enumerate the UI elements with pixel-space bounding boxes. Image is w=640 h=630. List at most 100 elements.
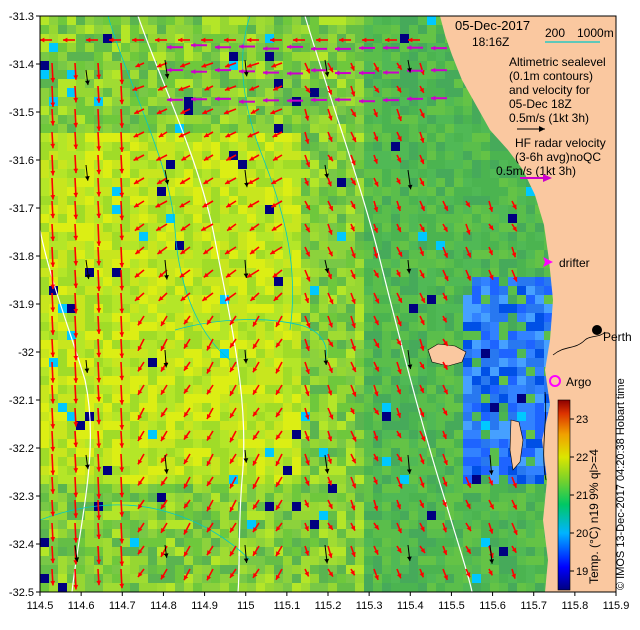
sst-arrow xyxy=(419,154,425,165)
sst-cell xyxy=(247,322,256,331)
sst-cell xyxy=(130,484,139,493)
sst-cell xyxy=(283,160,292,169)
sst-cell xyxy=(391,268,400,277)
sst-cell xyxy=(85,79,94,88)
sst-cell xyxy=(85,340,94,349)
sst-arrow xyxy=(50,384,56,404)
sst-cell xyxy=(211,529,220,538)
sst-cell xyxy=(418,16,427,25)
sst-cell xyxy=(337,250,346,259)
sst-cell xyxy=(364,133,373,142)
sst-cell xyxy=(445,187,454,196)
sst-cell xyxy=(364,70,373,79)
sst-arrow xyxy=(180,108,191,115)
sst-cell xyxy=(283,403,292,412)
sst-cell xyxy=(454,385,463,394)
sst-cell xyxy=(499,529,508,538)
sst-cell xyxy=(211,331,220,340)
sst-cell xyxy=(337,538,346,547)
sst-cell xyxy=(130,268,139,277)
sst-arrow xyxy=(109,37,121,43)
sst-cell xyxy=(319,196,328,205)
sst-cell xyxy=(382,331,391,340)
sst-cell xyxy=(85,322,94,331)
sst-cell xyxy=(454,88,463,97)
sst-cell xyxy=(463,232,472,241)
sst-cell xyxy=(454,367,463,376)
sst-arrow xyxy=(247,37,259,43)
sst-cell xyxy=(283,448,292,457)
sst-cell xyxy=(472,583,481,592)
sst-arrow xyxy=(350,430,357,442)
sst-cell xyxy=(328,403,337,412)
sst-cell xyxy=(301,124,310,133)
sst-cell xyxy=(526,304,535,313)
sst-cell xyxy=(409,439,418,448)
sst-cell xyxy=(373,115,382,124)
hf-radar-arrow xyxy=(239,99,255,105)
sst-cell xyxy=(85,16,94,25)
sst-cell xyxy=(418,196,427,205)
sst-cell xyxy=(337,457,346,466)
sst-cell xyxy=(490,295,499,304)
sst-cell xyxy=(445,466,454,475)
sst-cell xyxy=(211,232,220,241)
sst-cell xyxy=(310,511,319,520)
sst-cell xyxy=(310,322,319,331)
sst-cell xyxy=(427,331,436,340)
sst-cell xyxy=(535,223,544,232)
sst-cell xyxy=(58,286,67,295)
sst-cell xyxy=(49,457,58,466)
sst-arrow xyxy=(160,315,168,327)
sst-cell xyxy=(355,430,364,439)
sst-cell xyxy=(139,511,148,520)
sst-cell xyxy=(202,358,211,367)
sst-cell xyxy=(175,493,184,502)
hf-radar-arrow xyxy=(383,97,399,103)
sst-cell xyxy=(391,187,400,196)
sst-cell xyxy=(463,277,472,286)
sst-cell xyxy=(391,520,400,529)
sst-cell xyxy=(454,70,463,79)
sst-cell xyxy=(103,493,112,502)
sst-cell xyxy=(256,313,265,322)
sst-cell xyxy=(409,88,418,97)
sst-cell xyxy=(49,79,58,88)
sst-arrow xyxy=(419,131,425,143)
sst-arrow xyxy=(304,223,311,233)
sst-cell xyxy=(139,304,148,313)
sst-cell xyxy=(184,214,193,223)
sst-cell xyxy=(67,133,76,142)
sst-cell xyxy=(310,367,319,376)
sst-cell xyxy=(103,295,112,304)
sst-cell xyxy=(490,349,499,358)
sst-cell xyxy=(463,583,472,592)
sst-cell xyxy=(157,79,166,88)
sst-cell xyxy=(373,439,382,448)
sst-cell xyxy=(319,268,328,277)
sst-cell xyxy=(373,448,382,457)
sst-arrow xyxy=(373,154,378,164)
sst-cell xyxy=(283,511,292,520)
sst-cell xyxy=(427,313,436,322)
sst-cell xyxy=(220,565,229,574)
sst-cell xyxy=(364,79,373,88)
sst-cell xyxy=(418,106,427,115)
sst-arrow xyxy=(225,269,237,279)
sst-cell xyxy=(490,214,499,223)
sst-cell xyxy=(409,403,418,412)
sst-cell xyxy=(85,277,94,286)
hf-radar-arrow xyxy=(167,97,183,103)
sst-cell xyxy=(472,151,481,160)
sst-cell xyxy=(148,232,157,241)
sst-cell xyxy=(211,547,220,556)
sst-cell xyxy=(139,493,148,502)
sst-cell xyxy=(157,529,166,538)
sst-cell xyxy=(319,169,328,178)
sst-cell xyxy=(121,214,130,223)
sst-cell xyxy=(265,556,274,565)
sst-cell xyxy=(382,70,391,79)
sst-cell xyxy=(256,466,265,475)
sst-cell xyxy=(382,376,391,385)
sst-cell xyxy=(58,583,67,592)
